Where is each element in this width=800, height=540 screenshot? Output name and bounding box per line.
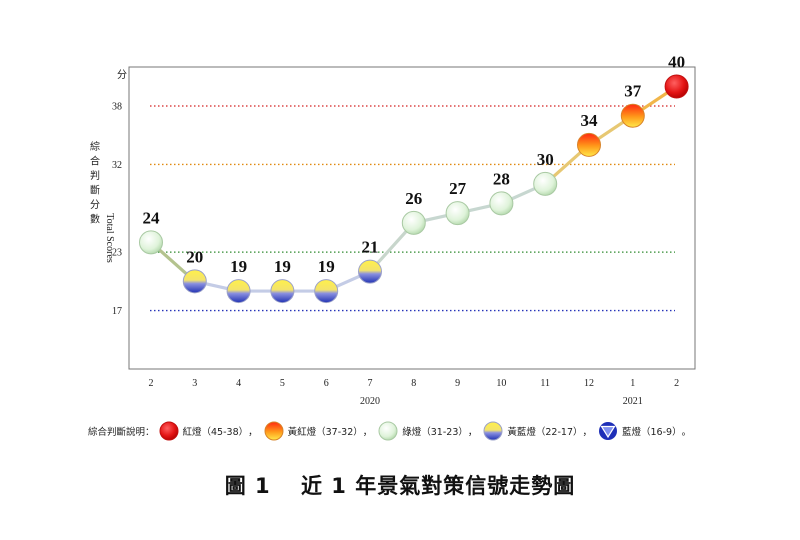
legend-item-green: 綠燈（31-23）， — [374, 421, 479, 441]
x-tick-label: 7 — [368, 378, 373, 389]
legend-yellow-blue-icon — [483, 421, 503, 441]
signal-marker-yellow-red — [620, 103, 645, 128]
value-label: 26 — [405, 189, 422, 208]
x-year-label: 2021 — [623, 396, 643, 407]
y-tick-label: 38 — [112, 101, 122, 112]
x-tick-label: 2 — [149, 378, 154, 389]
y-axis-title-english: Total Scores — [104, 213, 115, 263]
legend-yellow-red-icon — [264, 421, 284, 441]
signal-marker-red — [664, 74, 689, 99]
y-tick-label: 23 — [112, 248, 122, 259]
y-axis-title-chinese: 綜合判斷分數 — [90, 140, 100, 226]
legend-item-label: 黃紅燈（37-32） — [287, 427, 363, 438]
signal-marker-yellow-blue — [314, 279, 339, 304]
x-tick-label: 11 — [540, 378, 550, 389]
legend-item-label: 藍燈（16-9） — [622, 427, 682, 438]
signal-marker-yellow-red — [577, 132, 601, 157]
x-tick-label: 4 — [236, 378, 241, 389]
signal-marker-yellow-blue — [226, 279, 251, 304]
signal-marker-yellow-blue — [358, 259, 382, 284]
legend-green-icon — [378, 421, 398, 441]
y-tick-label: 32 — [112, 160, 122, 171]
x-tick-label: 10 — [496, 378, 506, 389]
legend: 綜合判斷說明： 紅燈（45-38），黃紅燈（37-32），綠燈（31-23），黃… — [88, 419, 768, 443]
x-tick-label: 9 — [455, 378, 460, 389]
signal-marker-green — [489, 191, 514, 216]
value-label: 27 — [449, 179, 467, 198]
value-label: 19 — [318, 257, 335, 276]
value-label: 34 — [581, 111, 599, 130]
value-label: 40 — [668, 52, 685, 71]
figure-caption: 圖 1 近 1 年景氣對策信號走勢圖 — [0, 470, 800, 500]
legend-item-label: 紅燈（45-38） — [182, 427, 249, 438]
value-label: 19 — [230, 257, 247, 276]
signal-marker-green — [533, 171, 558, 196]
legend-prefix: 綜合判斷說明： — [88, 427, 155, 438]
caption-number: 圖 1 — [224, 474, 271, 498]
legend-terminator: 。 — [681, 427, 692, 438]
value-label: 20 — [186, 247, 203, 266]
value-label: 21 — [362, 238, 379, 257]
legend-blue-icon — [599, 422, 618, 440]
legend-separator: ， — [582, 427, 593, 438]
caption-text: 近 1 年景氣對策信號走勢圖 — [301, 474, 576, 498]
legend-item-red: 紅燈（45-38）， — [155, 421, 260, 441]
legend-red-icon — [159, 421, 179, 441]
value-label: 30 — [537, 150, 554, 169]
value-label: 28 — [493, 169, 510, 188]
x-tick-label: 2 — [674, 378, 679, 389]
signal-marker-green — [139, 230, 163, 255]
signal-marker-green — [445, 201, 470, 226]
x-tick-label: 8 — [411, 378, 416, 389]
legend-item-label: 黃藍燈（22-17） — [507, 427, 583, 438]
signal-marker-green — [401, 210, 426, 235]
x-year-label: 2020 — [360, 396, 380, 407]
signal-marker-yellow-blue — [270, 279, 295, 304]
legend-item-label: 綠燈（31-23） — [402, 427, 468, 438]
signal-marker-yellow-blue — [182, 269, 207, 294]
legend-separator: ， — [248, 427, 258, 438]
x-tick-label: 6 — [324, 378, 329, 389]
x-tick-label: 1 — [630, 378, 635, 389]
x-tick-label: 5 — [280, 378, 285, 389]
value-label: 24 — [143, 208, 161, 227]
value-label: 37 — [624, 82, 642, 101]
legend-separator: ， — [362, 427, 373, 438]
y-tick-label: 17 — [112, 306, 122, 317]
value-label: 19 — [274, 257, 291, 276]
legend-item-blue: 藍燈（16-9）。 — [594, 421, 693, 441]
y-unit-label: 分 — [117, 69, 127, 81]
legend-item-yellow-red: 黃紅燈（37-32）， — [260, 421, 375, 441]
legend-item-yellow-blue: 黃藍燈（22-17）， — [479, 421, 594, 441]
x-tick-label: 12 — [584, 378, 594, 389]
legend-separator: ， — [467, 427, 478, 438]
x-tick-label: 3 — [192, 378, 197, 389]
